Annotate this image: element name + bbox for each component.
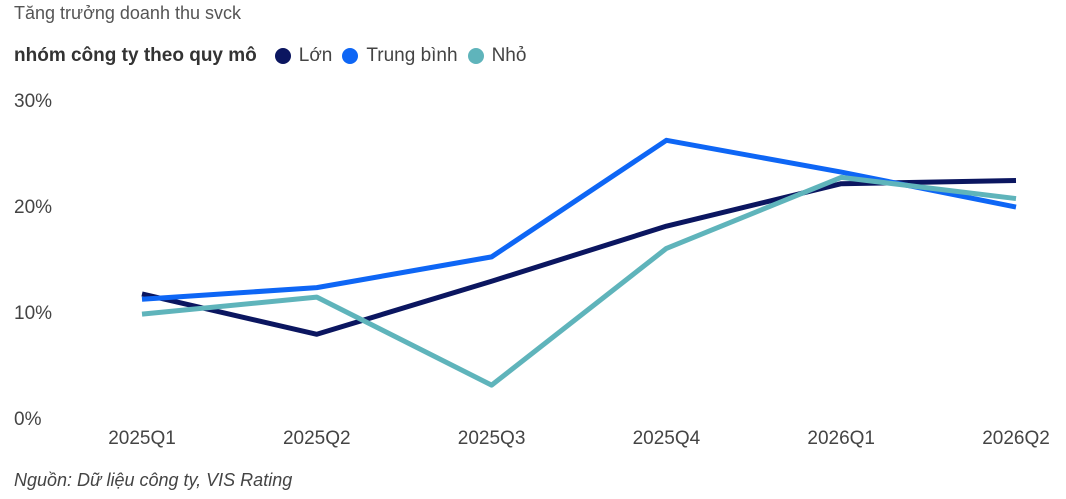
series-line-1 <box>141 178 1017 337</box>
chart-subtitle: Tăng trưởng doanh thu svck <box>14 3 241 23</box>
x-tick-label: 2026Q1 <box>807 428 875 449</box>
x-tick-label: 2025Q2 <box>283 428 351 449</box>
x-tick-label: 2025Q1 <box>108 428 176 449</box>
y-tick-label: 20% <box>14 197 52 218</box>
series-line-3 <box>141 174 1017 388</box>
legend-label-trung-binh: Trung bình <box>366 45 458 66</box>
legend-dot-lon <box>274 48 291 64</box>
legend-dot-nho <box>467 48 484 64</box>
series-line-2 <box>141 137 1017 302</box>
line-chart: 0% 10% 20% 30% 2025Q1 2025Q2 2025Q3 2025Q4 2026Q… <box>14 91 1050 449</box>
chart-legend: nhóm công ty theo quy mô Lớn Trung bình … <box>14 45 536 67</box>
x-tick-label: 2026Q2 <box>982 428 1050 449</box>
legend-item-nho: Nhỏ <box>467 45 527 67</box>
legend-item-lon: Lớn <box>274 45 333 67</box>
x-tick-label: 2025Q4 <box>633 428 701 449</box>
chart-source: Nguồn: Dữ liệu công ty, VIS Rating <box>14 470 293 490</box>
y-tick-label: 0% <box>14 409 42 430</box>
legend-label-nho: Nhỏ <box>491 45 527 66</box>
y-tick-label: 30% <box>14 91 52 112</box>
legend-title: nhóm công ty theo quy mô <box>14 45 257 66</box>
y-tick-label: 10% <box>14 303 52 324</box>
legend-label-lon: Lớn <box>298 45 333 66</box>
x-tick-label: 2025Q3 <box>458 428 526 449</box>
legend-item-trung-binh: Trung bình <box>342 45 458 67</box>
legend-dot-trung-binh <box>342 48 359 64</box>
